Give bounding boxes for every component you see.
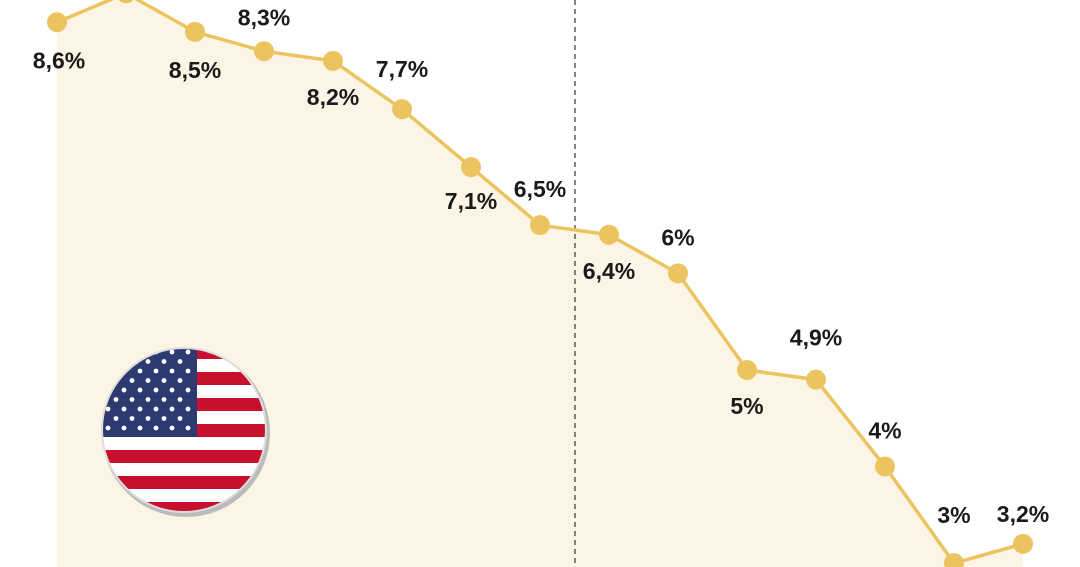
star: [153, 425, 159, 431]
area: [57, 0, 1023, 567]
area-layer: [57, 0, 1023, 567]
star: [177, 359, 183, 364]
star: [145, 416, 151, 421]
point: [599, 224, 619, 245]
data-label: 7,1%: [445, 188, 497, 214]
star: [161, 359, 167, 364]
point: [323, 50, 343, 71]
star: [129, 378, 135, 383]
star: [129, 397, 135, 402]
star: [145, 397, 151, 402]
point: [944, 553, 964, 567]
star: [169, 368, 175, 374]
data-label: 6%: [661, 224, 694, 250]
data-label: 4%: [868, 418, 901, 444]
star: [137, 425, 143, 431]
data-label: 4,9%: [790, 325, 842, 351]
star: [121, 425, 127, 431]
flag-body: [102, 348, 266, 512]
star: [121, 406, 127, 412]
point: [737, 359, 757, 380]
star: [121, 387, 127, 393]
star: [105, 425, 111, 431]
star: [153, 368, 159, 374]
data-label: 8,3%: [238, 4, 290, 30]
point: [875, 456, 895, 477]
star: [161, 416, 167, 421]
star: [169, 406, 175, 412]
star: [137, 387, 143, 393]
star: [169, 425, 175, 431]
stripe: [102, 476, 266, 489]
line-layer: 8,6% 8,5% 8,3% 8,2% 7,7% 7,1% 6,5% 6,4% 6% 5% 4,9%…: [33, 0, 1049, 567]
point: [530, 215, 550, 236]
star: [113, 397, 119, 402]
point: [185, 21, 205, 42]
star: [185, 425, 191, 431]
point: [668, 263, 688, 284]
point: [392, 99, 412, 120]
point: [461, 157, 481, 178]
us-flag: [101, 347, 270, 517]
stripe: [102, 450, 266, 463]
star: [153, 387, 159, 393]
flag-rim: [101, 347, 267, 513]
star: [145, 359, 151, 364]
star: [185, 368, 191, 374]
star: [185, 406, 191, 412]
star: [169, 387, 175, 393]
point: [47, 12, 67, 33]
point: [254, 41, 274, 62]
data-label: 6,5%: [514, 176, 566, 202]
data-label: 8,2%: [307, 84, 359, 110]
star: [169, 349, 175, 355]
star: [177, 378, 183, 383]
star: [145, 378, 151, 383]
star: [105, 406, 111, 412]
stripe: [102, 502, 266, 512]
data-label: 7,7%: [376, 56, 428, 82]
star: [177, 397, 183, 402]
data-label: 3,2%: [997, 501, 1049, 527]
point: [1013, 533, 1033, 554]
data-label: 3%: [937, 502, 970, 528]
star: [161, 397, 167, 402]
star: [161, 378, 167, 383]
star: [137, 406, 143, 412]
star: [113, 416, 119, 421]
point: [806, 369, 826, 390]
data-label: 6,4%: [583, 258, 635, 284]
star: [177, 416, 183, 421]
star: [153, 406, 159, 412]
star: [185, 349, 191, 355]
star: [185, 387, 191, 393]
point: [118, 0, 134, 4]
data-label: 5%: [730, 393, 763, 419]
data-label: 8,6%: [33, 47, 85, 73]
star: [137, 368, 143, 374]
star: [129, 416, 135, 421]
data-label: 8,5%: [169, 57, 221, 83]
